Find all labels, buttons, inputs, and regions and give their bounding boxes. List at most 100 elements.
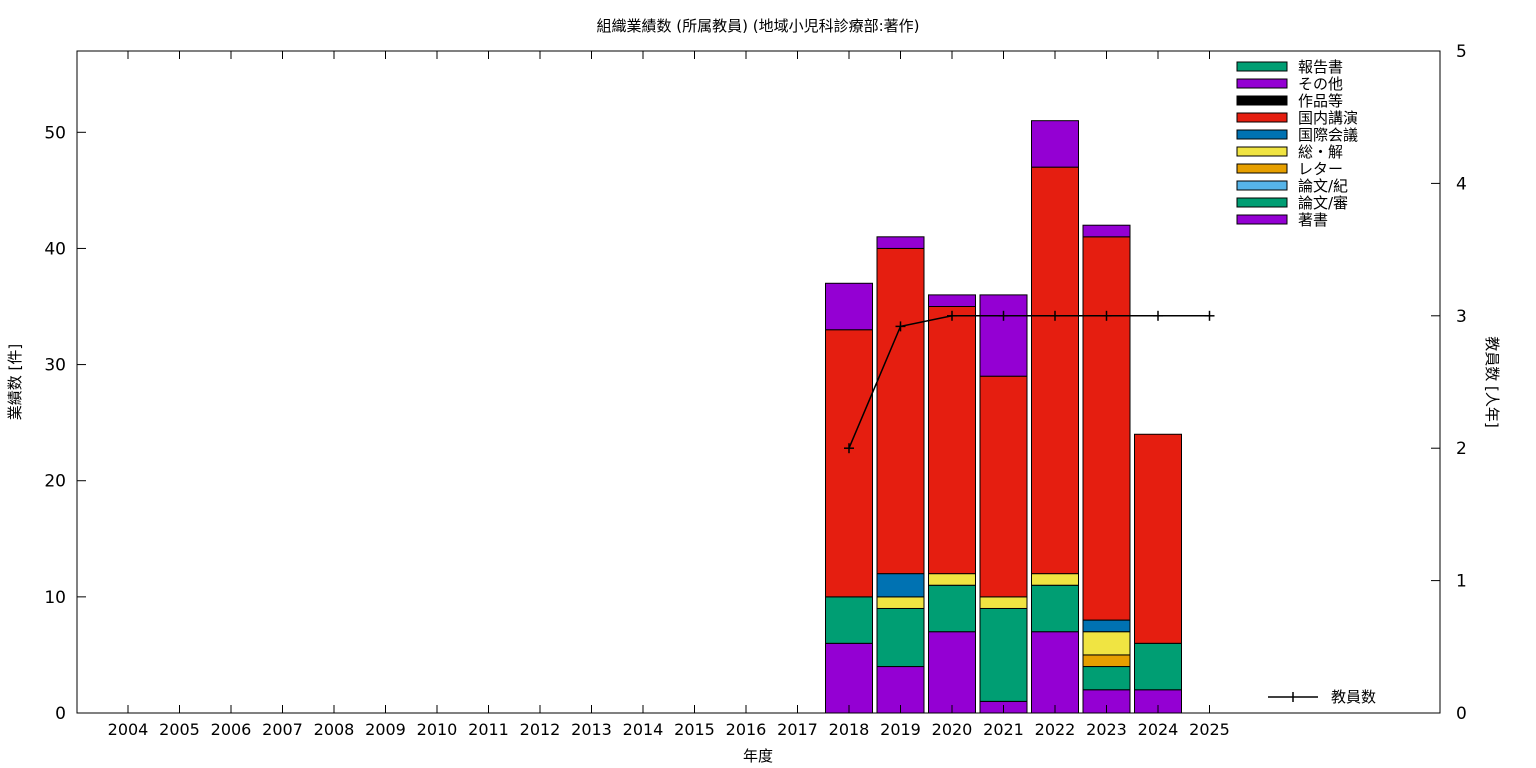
- legend-label: レター: [1298, 160, 1343, 178]
- x-tick-label: 2015: [674, 720, 715, 739]
- x-tick-label: 2016: [726, 720, 767, 739]
- x-tick-label: 2017: [777, 720, 818, 739]
- x-tick-label: 2014: [623, 720, 664, 739]
- line-point-2025: [1204, 310, 1215, 321]
- line-layer: [844, 310, 1215, 454]
- legend-swatch: [1236, 214, 1288, 225]
- bar-segment-2023-4: [1082, 654, 1131, 668]
- y-tick-label: 40: [44, 239, 66, 259]
- bar-segment-2018-1: [825, 642, 873, 714]
- legend-entry: 報告書: [1236, 58, 1343, 76]
- line-point-2021: [998, 310, 1009, 321]
- y2-tick-label: 1: [1456, 572, 1467, 592]
- bar-segment-2019-6: [876, 573, 925, 598]
- y-tick-label: 10: [44, 588, 66, 608]
- legend-swatch: [1236, 61, 1288, 72]
- chart-title: 組織業績数 (所属教員) (地域小児科診療部:著作): [596, 17, 919, 35]
- line-legend-label: 教員数: [1331, 688, 1376, 706]
- bar-segment-2019-9: [876, 236, 925, 249]
- y2-tick-label: 4: [1456, 174, 1467, 194]
- legend-entry: 著書: [1236, 211, 1328, 229]
- x-tick-label: 2020: [932, 720, 973, 739]
- legend-entry: 論文/紀: [1236, 177, 1348, 195]
- bar-segment-2022-2: [1031, 584, 1079, 633]
- x-axis-label: 年度: [743, 747, 773, 765]
- legend-swatch: [1236, 197, 1288, 208]
- y2-axis: 0 1 2 3 4 5: [1431, 42, 1467, 724]
- legend-label: 国際会議: [1298, 126, 1358, 144]
- x-tick-label: 2023: [1086, 720, 1127, 739]
- bar-segment-2022-5: [1031, 573, 1079, 586]
- x-tick-label: 2010: [417, 720, 458, 739]
- x-tick-label: 2022: [1035, 720, 1076, 739]
- bar-segment-2024-7: [1134, 433, 1182, 644]
- bar-segment-2023-2: [1082, 666, 1131, 691]
- legend-label: 著書: [1298, 211, 1328, 229]
- legend-swatch: [1236, 146, 1288, 157]
- bar-segment-2021-9: [979, 294, 1028, 377]
- y2-tick-label: 2: [1456, 439, 1467, 459]
- bar-segment-2018-7: [825, 329, 873, 598]
- legend-entry: 国内講演: [1236, 109, 1358, 127]
- line-point-2023: [1101, 310, 1112, 321]
- legend-label: その他: [1298, 75, 1343, 93]
- line-legend: 教員数: [1268, 688, 1376, 706]
- legend-entry: 総・解: [1236, 143, 1343, 161]
- x-tick-label: 2004: [108, 720, 149, 739]
- legend-swatch: [1236, 78, 1288, 89]
- legend-entry: その他: [1236, 75, 1343, 93]
- y2-tick-label: 3: [1456, 307, 1467, 327]
- legend-label: 総・解: [1298, 143, 1343, 161]
- y2-tick-label: 0: [1456, 704, 1467, 724]
- legend-label: 論文/審: [1298, 194, 1348, 212]
- bar-segment-2020-2: [928, 584, 976, 633]
- x-tick-label: 2008: [314, 720, 355, 739]
- x-tick-label: 2005: [159, 720, 200, 739]
- legend-swatch: [1236, 180, 1288, 191]
- bar-segment-2023-7: [1082, 236, 1131, 621]
- y-tick-label: 0: [55, 704, 66, 724]
- bars: [825, 120, 1182, 714]
- x-tick-label: 2009: [365, 720, 406, 739]
- y-axis: 0 10 20 30 40 50: [44, 123, 86, 724]
- bar-segment-2020-9: [928, 294, 976, 308]
- legend-swatch: [1236, 163, 1288, 174]
- y-tick-label: 20: [44, 472, 66, 492]
- y2-tick-label: 5: [1456, 42, 1467, 62]
- line-point-2019: [895, 321, 906, 332]
- bar-segment-2018-2: [825, 596, 873, 644]
- y-axis-label: 業績数 [件]: [6, 344, 24, 420]
- y-tick-label: 50: [44, 123, 66, 143]
- plot-frame: [76, 50, 1441, 714]
- x-tick-label: 2021: [983, 720, 1024, 739]
- legend-label: 国内講演: [1298, 109, 1358, 127]
- line-教員数: [848, 315, 1210, 449]
- x-tick-label: 2013: [571, 720, 612, 739]
- bar-segment-2022-1: [1031, 631, 1079, 714]
- bar-segment-2021-5: [979, 596, 1028, 609]
- bar-segment-2021-2: [979, 607, 1028, 702]
- legend-label: 論文/紀: [1298, 177, 1348, 195]
- legend-label: 作品等: [1298, 92, 1343, 110]
- x-tick-label: 2018: [829, 720, 870, 739]
- bar-segment-2023-6: [1082, 619, 1131, 633]
- bar-segment-2018-9: [825, 282, 873, 331]
- bar-segment-2020-7: [928, 306, 976, 575]
- x-axis: 2004 2005 2006 2007 2008 2009 2010 2011 2012 2013…: [108, 51, 1230, 739]
- bar-segment-2020-1: [928, 631, 976, 714]
- legend-entry: 作品等: [1236, 92, 1343, 110]
- y2-axis-label: 教員数 [人年]: [1483, 336, 1501, 427]
- x-tick-label: 2006: [211, 720, 252, 739]
- legend-swatch: [1236, 129, 1288, 140]
- bar-segment-2020-5: [928, 573, 976, 586]
- x-tick-label: 2007: [262, 720, 303, 739]
- y-tick-label: 30: [44, 356, 66, 376]
- bar-segment-2022-9: [1031, 120, 1079, 168]
- line-point-2020: [947, 310, 957, 321]
- x-tick-label: 2019: [880, 720, 921, 739]
- bar-segment-2019-5: [876, 596, 925, 609]
- legend-entry: 論文/審: [1236, 194, 1348, 212]
- bar-segment-2021-7: [979, 375, 1028, 598]
